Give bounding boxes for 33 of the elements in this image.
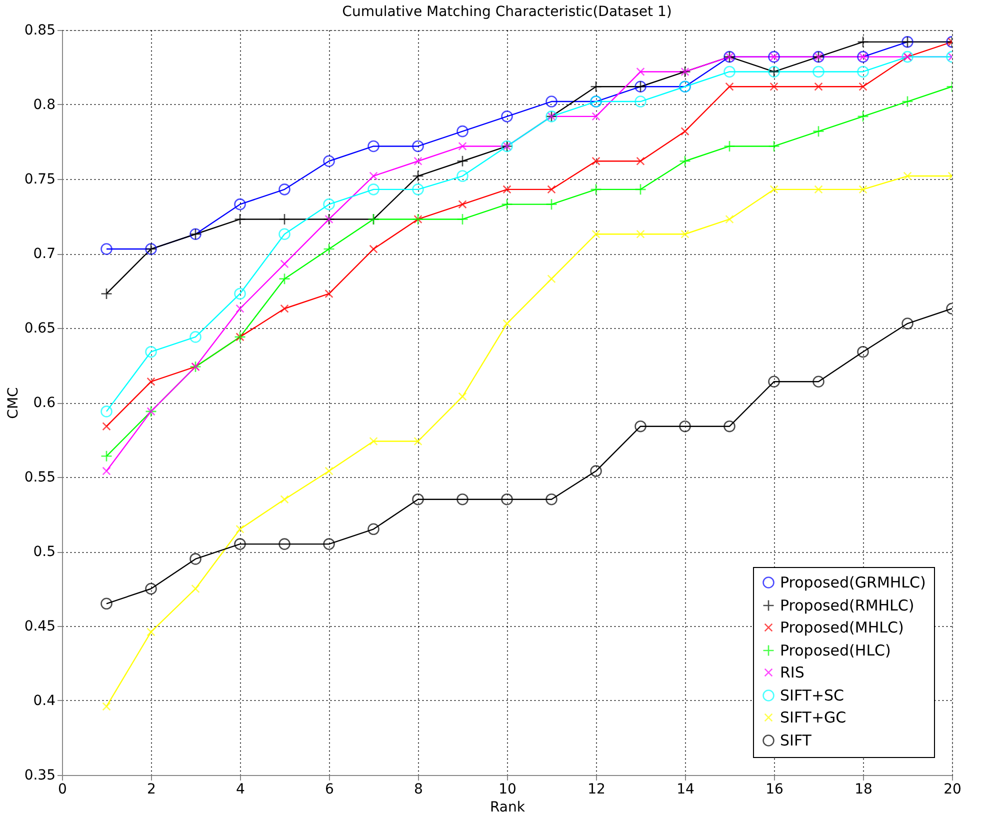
x-tick-label: 6 xyxy=(325,782,334,798)
x-tick-label: 10 xyxy=(498,782,516,798)
x-tick-label: 0 xyxy=(58,782,67,798)
legend-label: RIS xyxy=(780,664,804,682)
y-tick-label: 0.7 xyxy=(33,246,56,262)
x-tick-label: 12 xyxy=(588,782,606,798)
legend-label: SIFT xyxy=(780,732,812,750)
y-tick-label: 0.45 xyxy=(24,618,56,634)
y-axis-title: CMC xyxy=(5,386,22,419)
x-tick-label: 18 xyxy=(854,782,872,798)
x-tick-label: 2 xyxy=(147,782,156,798)
y-tick-label: 0.8 xyxy=(33,97,56,113)
y-tick-label: 0.85 xyxy=(24,22,56,38)
legend-label: Proposed(HLC) xyxy=(780,642,891,660)
y-tick-label: 0.35 xyxy=(24,768,56,784)
y-tick-label: 0.75 xyxy=(24,172,56,188)
x-tick-label: 8 xyxy=(414,782,423,798)
x-axis-title: Rank xyxy=(490,800,526,816)
x-tick-label: 20 xyxy=(944,782,962,798)
legend-label: Proposed(RMHLC) xyxy=(780,596,914,614)
y-tick-label: 0.6 xyxy=(33,395,56,411)
y-tick-label: 0.4 xyxy=(33,693,56,709)
legend-label: SIFT+GC xyxy=(780,708,846,726)
legend-label: SIFT+SC xyxy=(780,686,844,704)
y-tick-label: 0.65 xyxy=(24,320,56,336)
y-tick-label: 0.5 xyxy=(33,544,56,560)
y-tick-label: 0.55 xyxy=(24,470,56,486)
x-tick-label: 14 xyxy=(676,782,694,798)
legend-label: Proposed(MHLC) xyxy=(780,618,904,636)
x-tick-label: 16 xyxy=(766,782,784,798)
legend-label: Proposed(GRMHLC) xyxy=(780,574,926,592)
x-tick-label: 4 xyxy=(236,782,246,798)
chart-title: Cumulative Matching Characteristic(Dataset 1) xyxy=(342,4,672,20)
